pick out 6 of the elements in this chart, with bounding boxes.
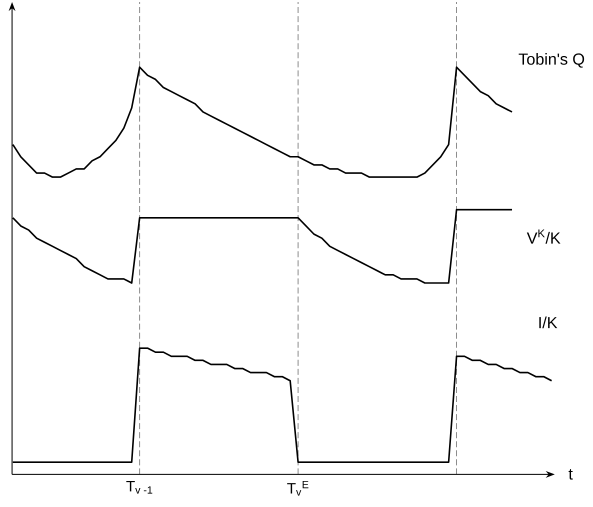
x-tick-label: T$_{v}$E xyxy=(287,481,308,496)
series-label: V$^{K}$/K xyxy=(526,230,560,244)
text: Tobin's Q xyxy=(518,53,584,68)
x-axis-title: t xyxy=(568,469,573,480)
x-tick-label: T$_{v -1}$ xyxy=(126,481,152,494)
text: I/K xyxy=(539,316,558,329)
